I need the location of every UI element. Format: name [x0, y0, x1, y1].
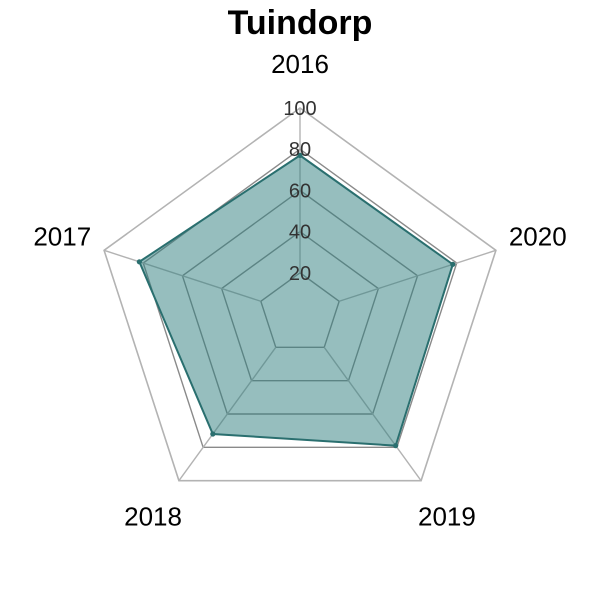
data-point-2019 — [393, 443, 399, 449]
axis-label-2020: 2020 — [509, 222, 567, 252]
r-tick-label-20: 20 — [289, 263, 311, 285]
data-point-2018 — [210, 431, 216, 437]
data-layer — [136, 152, 456, 449]
data-point-2017 — [136, 259, 142, 265]
r-tick-label-40: 40 — [289, 222, 311, 244]
grid-ring-100 — [103, 107, 497, 482]
axis-label-2017: 2017 — [33, 222, 91, 252]
series-area-0 — [138, 154, 454, 447]
r-tick-label-100: 100 — [283, 98, 316, 120]
axis-label-layer: 2016 2017 2018 2019 2020 — [33, 49, 566, 531]
axis-label-2018: 2018 — [124, 501, 182, 531]
data-point-2020 — [450, 261, 456, 267]
tick-layer: 20 40 60 80 100 — [283, 98, 316, 285]
data-point-2016 — [297, 152, 303, 158]
r-tick-label-80: 80 — [289, 139, 311, 161]
axis-label-2019: 2019 — [418, 501, 476, 531]
chart-title: Tuindorp — [228, 4, 373, 42]
r-tick-label-60: 60 — [289, 180, 311, 202]
axis-label-2016: 2016 — [271, 49, 329, 79]
